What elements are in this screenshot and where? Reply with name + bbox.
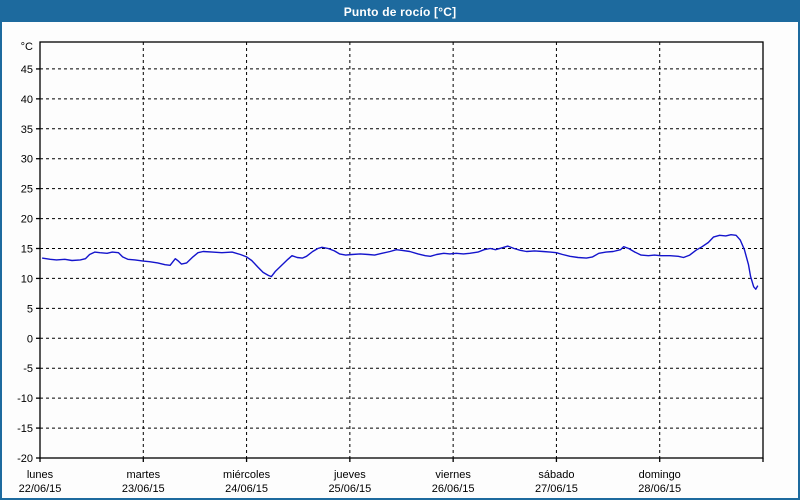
x-day-name-label: domingo <box>639 469 681 481</box>
x-day-name-label: jueves <box>333 469 366 481</box>
y-tick-label: 45 <box>21 64 33 76</box>
plot-area: 45 40 35 30 25 20 15 10 5 0 -5 -10 -15 -20 °C lunes 22/0… <box>2 22 798 498</box>
y-tick-label: 20 <box>21 214 33 226</box>
y-tick-label: 30 <box>21 154 33 166</box>
x-day-name-label: sábado <box>538 469 574 481</box>
x-day-name-label: miércoles <box>223 469 271 481</box>
x-day-date-label: 26/06/15 <box>432 483 475 495</box>
y-tick-label: 0 <box>27 333 33 345</box>
y-tick-label: 5 <box>27 303 33 315</box>
x-day-name-label: lunes <box>27 469 54 481</box>
x-day-date-label: 24/06/15 <box>225 483 268 495</box>
y-tick-label: 35 <box>21 124 33 136</box>
x-day-name-label: martes <box>126 469 160 481</box>
y-tick-label: -20 <box>17 453 33 465</box>
y-axis-unit-label: °C <box>21 41 33 53</box>
window-title-bar: Punto de rocío [°C] <box>2 2 798 22</box>
y-tick-label: -10 <box>17 393 33 405</box>
y-tick-label: 40 <box>21 94 33 106</box>
x-day-date-label: 27/06/15 <box>535 483 578 495</box>
y-tick-label: 15 <box>21 244 33 256</box>
x-day-date-label: 22/06/15 <box>19 483 62 495</box>
x-day-date-label: 25/06/15 <box>328 483 371 495</box>
window-title: Punto de rocío [°C] <box>343 5 457 19</box>
dew-point-chart: 45 40 35 30 25 20 15 10 5 0 -5 -10 -15 -20 °C lunes 22/0… <box>17 41 764 495</box>
y-tick-label: 25 <box>21 184 33 196</box>
y-tick-label: -15 <box>17 423 33 435</box>
x-day-date-label: 28/06/15 <box>638 483 681 495</box>
x-day-date-label: 23/06/15 <box>122 483 165 495</box>
plot-border <box>39 41 764 459</box>
dew-point-line <box>41 234 759 290</box>
y-tick-label: -5 <box>23 363 33 375</box>
y-tick-label: 10 <box>21 273 33 285</box>
x-day-name-label: viernes <box>435 469 471 481</box>
